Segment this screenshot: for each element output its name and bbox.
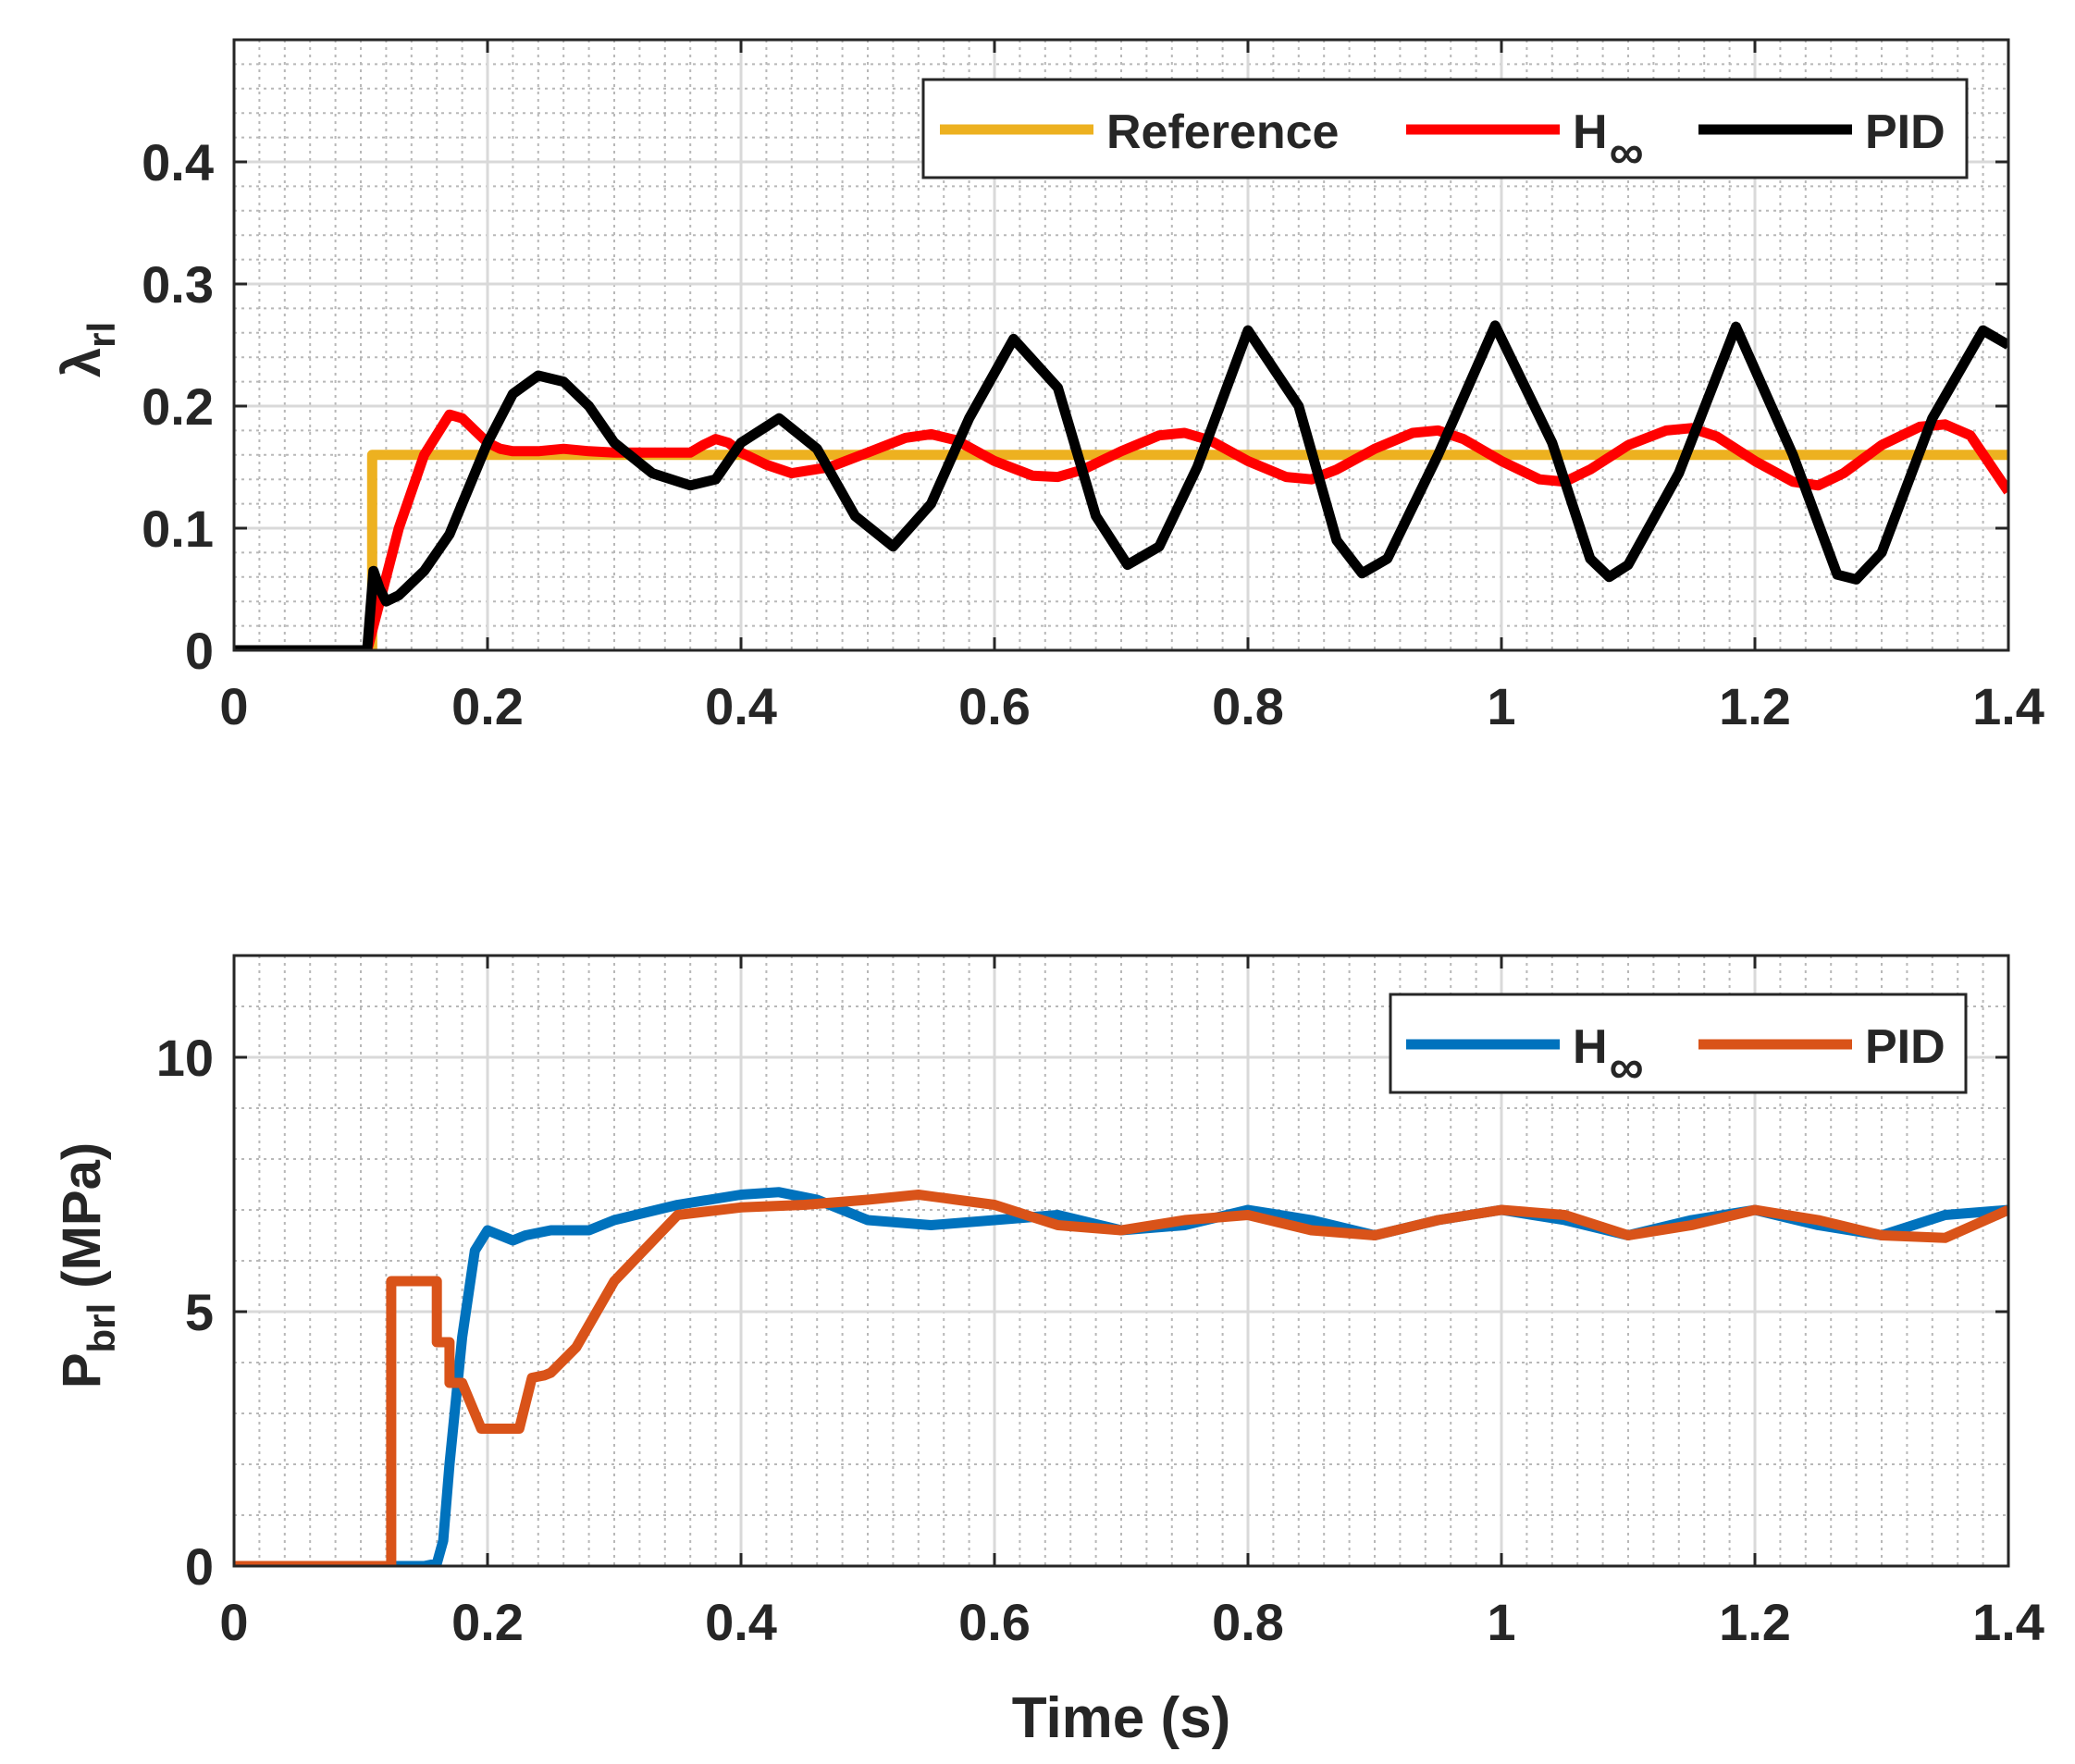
- x-tick-label: 0: [219, 1593, 248, 1651]
- bottom-legend-hinf-label-main: H: [1573, 1020, 1608, 1074]
- x-tick-label: 0: [219, 677, 248, 735]
- bottom-legend: H∞ PID: [1389, 993, 1968, 1094]
- bottom-series-pid-line: [234, 1190, 2008, 1566]
- y-tick-label: 0.1: [142, 500, 214, 558]
- top-minor-grid: [234, 40, 2008, 650]
- bottom-legend-hinf-label-sub: ∞: [1610, 1041, 1644, 1094]
- bottom-y-axis-label-main: P: [52, 1352, 112, 1388]
- bottom-y-axis-label-suffix: (MPa): [52, 1142, 112, 1303]
- x-tick-label: 0.8: [1212, 1593, 1284, 1651]
- top-legend-hinf-label-sub: ∞: [1610, 126, 1644, 179]
- x-tick-label: 1: [1487, 677, 1515, 735]
- x-tick-label: 0.6: [958, 677, 1031, 735]
- top-y-axis-label-main: λ: [52, 348, 112, 377]
- x-tick-label: 0.4: [705, 677, 777, 735]
- top-legend-reference-label: Reference: [1106, 105, 1339, 159]
- top-y-ticks: 0 0.1 0.2 0.3 0.4: [142, 133, 2008, 680]
- y-tick-label: 0: [185, 1537, 214, 1596]
- x-tick-label: 1: [1487, 1593, 1515, 1651]
- x-tick-label: 1.4: [1972, 1593, 2044, 1651]
- x-tick-label: 0.2: [451, 677, 524, 735]
- bottom-chart: 0 5 10 0 0.2 0.4 0.6 0.8 1 1.2 1.4 Pbrl (MPa) Tim…: [52, 954, 2044, 1750]
- y-tick-label: 0.4: [142, 133, 214, 191]
- bottom-x-axis-label: Time (s): [1012, 1686, 1231, 1750]
- top-x-ticks: 0 0.2 0.4 0.6 0.8 1 1.2 1.4: [219, 40, 2044, 735]
- top-y-axis-label: λrl: [52, 322, 123, 377]
- x-tick-label: 0.8: [1212, 677, 1284, 735]
- y-tick-label: 0.2: [142, 377, 214, 436]
- top-legend: Reference H∞ PID: [921, 78, 1969, 179]
- bottom-y-ticks: 0 5 10: [156, 1029, 2008, 1596]
- top-legend-hinf-label: H∞: [1573, 105, 1644, 179]
- top-series-reference-line: [234, 450, 2008, 650]
- bottom-legend-pid-label: PID: [1865, 1020, 1945, 1074]
- top-series-pid-line: [234, 320, 2008, 650]
- top-legend-hinf-label-main: H: [1573, 105, 1608, 159]
- x-tick-label: 1.2: [1719, 1593, 1791, 1651]
- bottom-legend-hinf-label: H∞: [1573, 1020, 1644, 1094]
- y-tick-label: 5: [185, 1283, 214, 1341]
- x-tick-label: 0.2: [451, 1593, 524, 1651]
- x-tick-label: 0.4: [705, 1593, 777, 1651]
- x-tick-label: 1.4: [1972, 677, 2044, 735]
- top-legend-pid-label: PID: [1865, 105, 1945, 159]
- y-tick-label: 0: [185, 622, 214, 680]
- top-axes-box: [232, 38, 2010, 652]
- top-y-axis-label-sub: rl: [80, 322, 123, 348]
- y-tick-label: 10: [156, 1029, 214, 1087]
- bottom-minor-grid: [234, 956, 2008, 1566]
- bottom-y-axis-label: Pbrl (MPa): [52, 1142, 123, 1388]
- top-chart: 0 0.1 0.2 0.3 0.4 0 0.2 0.4 0.6 0.8 1 1.2 1.4 λrl R…: [52, 38, 2044, 735]
- x-tick-label: 1.2: [1719, 677, 1791, 735]
- bottom-y-axis-label-sub: brl: [80, 1303, 123, 1353]
- y-tick-label: 0.3: [142, 255, 214, 314]
- bottom-axes-box: [232, 954, 2010, 1568]
- top-series-hinf-line: [234, 409, 2008, 650]
- x-tick-label: 0.6: [958, 1593, 1031, 1651]
- bottom-x-ticks: 0 0.2 0.4 0.6 0.8 1 1.2 1.4: [219, 956, 2044, 1651]
